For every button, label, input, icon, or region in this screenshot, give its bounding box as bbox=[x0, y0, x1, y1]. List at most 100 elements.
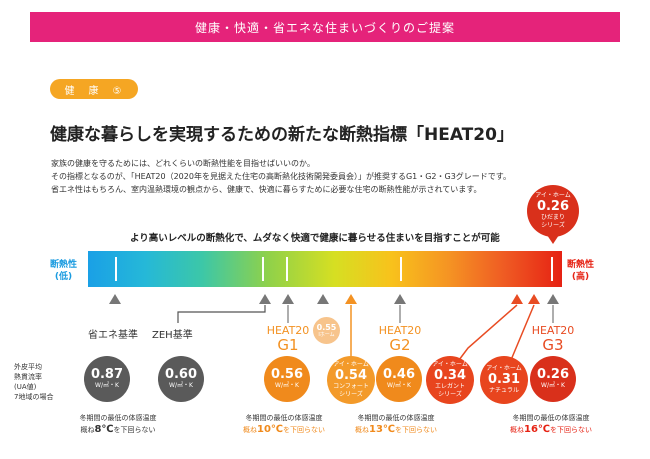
ua-brand: アイ・ホーム bbox=[432, 361, 468, 368]
note-post: を下回らない bbox=[283, 426, 326, 434]
ua-unit: W/㎡・K bbox=[541, 382, 565, 389]
g1-grade: G1 bbox=[277, 336, 299, 354]
note-line1: 冬期間の最低の体感温度 bbox=[245, 414, 323, 422]
scale-tick bbox=[115, 257, 117, 281]
scale-tick bbox=[286, 257, 288, 281]
ua-circle-shoene: 0.87 W/㎡・K bbox=[84, 356, 130, 402]
mini-circle: 0.55 Iホーム bbox=[313, 317, 340, 344]
g3-arrow bbox=[547, 294, 559, 304]
ua-circle-g1: 0.56 W/㎡・K bbox=[264, 356, 310, 402]
ua-value: 0.87 bbox=[90, 367, 124, 382]
scale-high-paren: (高) bbox=[571, 272, 590, 282]
ua-value: 0.54 bbox=[334, 368, 368, 383]
label-shoene: 省エネ基準 bbox=[88, 330, 138, 341]
ua-name-1: ナチュラル bbox=[488, 387, 519, 394]
ua-value: 0.46 bbox=[382, 367, 416, 382]
ua-value: 0.56 bbox=[270, 367, 304, 382]
ua-side-label: 外皮平均 熱貫流率 (UA値) 7地域の場合 bbox=[14, 362, 53, 402]
temp-note-g3: 冬期間の最低の体感温度 概ね16℃を下回らない bbox=[498, 412, 604, 436]
scale-low-paren: (低) bbox=[54, 272, 73, 282]
note-post: を下回らない bbox=[113, 426, 156, 434]
note-pre: 概ね bbox=[354, 426, 369, 434]
ua-value: 0.34 bbox=[433, 368, 467, 383]
g2-arrow bbox=[394, 294, 406, 304]
ua-brand: アイ・ホーム bbox=[333, 361, 369, 368]
ua-value: 0.60 bbox=[164, 367, 198, 382]
note-pre: 概ね bbox=[509, 426, 524, 434]
note-line1: 冬期間の最低の体感温度 bbox=[79, 414, 157, 422]
temp-note-g1: 冬期間の最低の体感温度 概ね10℃を下回らない bbox=[234, 412, 334, 436]
elegant-arrow bbox=[511, 294, 523, 304]
note-post: を下回らない bbox=[550, 426, 593, 434]
ua-name-2: シリーズ bbox=[339, 391, 363, 398]
note-pre: 概ね bbox=[80, 426, 95, 434]
callout-brand: アイ・ホーム bbox=[535, 192, 571, 199]
g2-grade: G2 bbox=[389, 336, 411, 354]
intro-line-2: その指標となるのが、「HEAT20（2020年を見据えた住宅の高断熱化技術開発委… bbox=[51, 172, 512, 181]
scale-tick bbox=[262, 257, 264, 281]
ua-value: 0.26 bbox=[536, 367, 570, 382]
callout-name-1: ひだまり bbox=[541, 214, 565, 221]
side-label-1: 外皮平均 bbox=[14, 363, 42, 371]
ua-circle-zeh: 0.60 W/㎡・K bbox=[158, 356, 204, 402]
scale-headline: より高いレベルの断熱化で、ムダなく快適で健康に暮らせる住まいを目指すことが可能 bbox=[130, 233, 500, 244]
note-temp: 8℃ bbox=[94, 424, 114, 435]
ua-unit: W/㎡・K bbox=[169, 382, 193, 389]
ua-circle-g3: 0.26 W/㎡・K bbox=[530, 356, 576, 402]
ua-circle-g2: 0.46 W/㎡・K bbox=[376, 356, 422, 402]
top-callout-circle: アイ・ホーム 0.26 ひだまり シリーズ bbox=[527, 185, 579, 237]
page-title: 健康な暮らしを実現するための新たな断熱指標「HEAT20」 bbox=[50, 125, 514, 145]
intro-line-1: 家族の健康を守るためには、どれくらいの断熱性能を目指せばいいのか。 bbox=[51, 159, 315, 168]
natural-arrow bbox=[528, 294, 540, 304]
g1-heat: HEAT20 bbox=[266, 324, 310, 337]
ua-name-2: シリーズ bbox=[438, 391, 462, 398]
note-post: を下回らない bbox=[395, 426, 438, 434]
header-banner: 健康・快適・省エネな住まいづくりのご提案 bbox=[30, 12, 620, 42]
mini-arrow bbox=[317, 294, 329, 304]
mini-brand: Iホーム bbox=[318, 332, 335, 338]
side-label-3: (UA値) bbox=[14, 383, 37, 391]
callout-pointer bbox=[547, 235, 559, 244]
scale-low-label: 断熱性 (低) bbox=[50, 259, 77, 283]
g2-heat: HEAT20 bbox=[378, 324, 422, 337]
g3-grade: G3 bbox=[542, 336, 564, 354]
mini-value: 0.55 bbox=[316, 323, 337, 332]
scale-tick bbox=[551, 257, 553, 281]
g1-arrow bbox=[282, 294, 294, 304]
scale-tick bbox=[400, 257, 402, 281]
note-line1: 冬期間の最低の体感温度 bbox=[357, 414, 435, 422]
label-zeh: ZEH基準 bbox=[152, 330, 193, 341]
ua-unit: W/㎡・K bbox=[275, 382, 299, 389]
note-line1: 冬期間の最低の体感温度 bbox=[512, 414, 590, 422]
g3-heat: HEAT20 bbox=[531, 324, 575, 337]
elegant-connector bbox=[458, 304, 518, 361]
ua-name-1: エレガント bbox=[434, 383, 465, 390]
side-label-4: 7地域の場合 bbox=[14, 393, 54, 401]
note-temp: 13℃ bbox=[368, 424, 396, 435]
note-pre: 概ね bbox=[242, 426, 257, 434]
temp-note-g2: 冬期間の最低の体感温度 概ね13℃を下回らない bbox=[346, 412, 446, 436]
natural-connector bbox=[510, 304, 535, 361]
side-label-2: 熱貫流率 bbox=[14, 373, 42, 381]
ua-name-1: コンフォート bbox=[333, 383, 369, 390]
shoene-arrow bbox=[109, 294, 121, 304]
scale-high-text: 断熱性 bbox=[567, 260, 595, 270]
zeh-arrow bbox=[259, 294, 271, 304]
temp-note-shoene: 冬期間の最低の体感温度 概ね8℃を下回らない bbox=[68, 412, 168, 436]
ua-unit: W/㎡・K bbox=[387, 382, 411, 389]
ua-circle-elegant: アイ・ホーム 0.34 エレガント シリーズ bbox=[426, 356, 474, 404]
label-g2: HEAT20 G2 bbox=[375, 324, 425, 354]
ua-value: 0.31 bbox=[487, 372, 521, 387]
scale-low-text: 断熱性 bbox=[50, 260, 78, 270]
insulation-scale-bar bbox=[88, 251, 562, 287]
ua-brand: アイ・ホーム bbox=[486, 365, 522, 372]
callout-value: 0.26 bbox=[536, 199, 570, 214]
scale-high-label: 断熱性 (高) bbox=[567, 259, 594, 283]
note-temp: 10℃ bbox=[256, 424, 284, 435]
ua-circle-comfort: アイ・ホーム 0.54 コンフォート シリーズ bbox=[327, 356, 375, 404]
intro-line-3: 省エネ性はもちろん、室内温熱環境の観点から、健康で、快適に暮らすために必要な住宅… bbox=[51, 185, 482, 194]
callout-name-2: シリーズ bbox=[541, 222, 565, 229]
section-tag: 健 康 ⑤ bbox=[50, 79, 138, 99]
banner-title: 健康・快適・省エネな住まいづくりのご提案 bbox=[194, 20, 455, 35]
